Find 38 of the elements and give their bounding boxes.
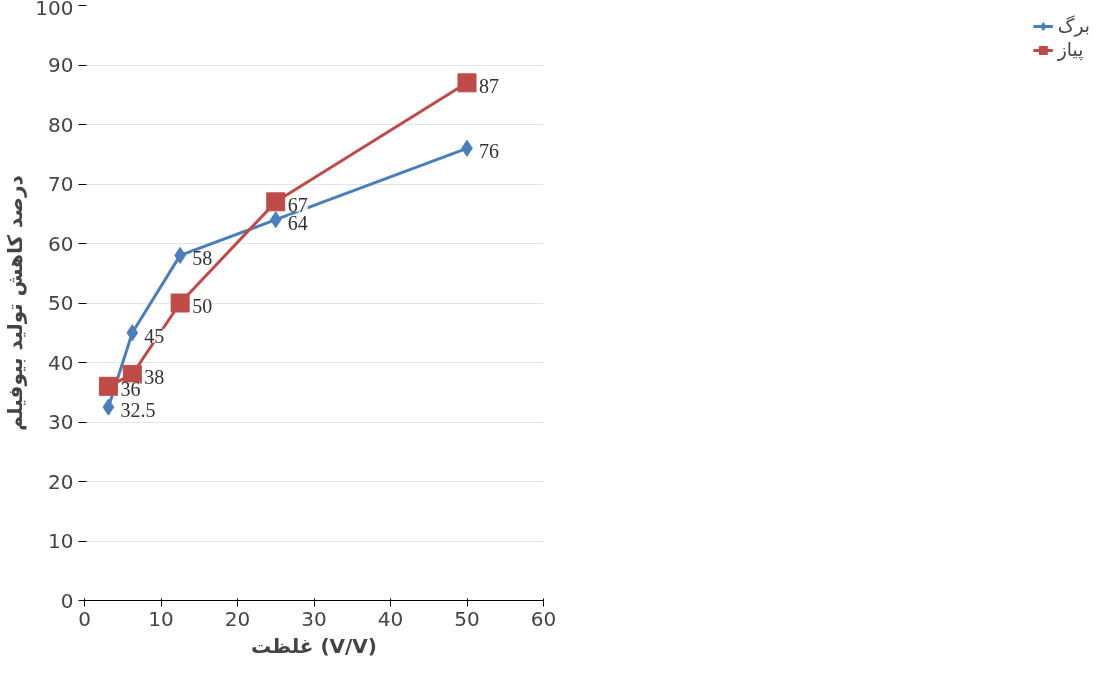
x-tick-label: 60 (530, 606, 557, 631)
data-label: 87 (479, 74, 499, 97)
y-tick-label: 50 (48, 291, 74, 315)
y-axis-title: درصد کاهش تولید بیوفیلم (3, 175, 28, 431)
y-tick-label: 60 (48, 231, 74, 256)
x-tick-label: 40 (377, 606, 404, 631)
x-axis-title: غلظت (V/V) (251, 633, 378, 658)
data-label: 50 (192, 295, 213, 317)
point (269, 211, 282, 229)
data-label: 58 (192, 247, 213, 270)
point (102, 398, 115, 416)
point (457, 73, 477, 93)
y-tick-label: 70 (48, 172, 74, 196)
x-tick-label: 20 (224, 606, 251, 631)
data-label: 76 (479, 140, 499, 163)
x-tick-label: 30 (301, 606, 327, 631)
y-tick-label: 10 (48, 529, 74, 553)
legend-label: پیاز (1057, 39, 1084, 60)
y-tick-label: 80 (48, 112, 74, 137)
y-tick-label: 20 (48, 469, 74, 494)
data-label: 45 (144, 324, 165, 347)
x-tick-label: 50 (454, 606, 480, 631)
y-tick-label: 0 (60, 588, 74, 613)
data-label: 32.5 (120, 399, 156, 422)
x-tick-label: 10 (148, 606, 174, 631)
point (170, 293, 190, 313)
point (126, 324, 139, 342)
data-label: 38 (144, 366, 165, 389)
legend-label: برگ (1057, 15, 1090, 36)
x-tick-label: 0 (78, 606, 91, 631)
y-tick-label: 40 (48, 350, 74, 375)
y-tick-label: 90 (48, 53, 74, 77)
point (266, 192, 286, 212)
point (122, 364, 142, 384)
point (98, 376, 118, 396)
y-tick-label: 100 (35, 0, 74, 20)
data-label: 36 (120, 378, 141, 401)
y-tick-label: 30 (48, 410, 74, 434)
